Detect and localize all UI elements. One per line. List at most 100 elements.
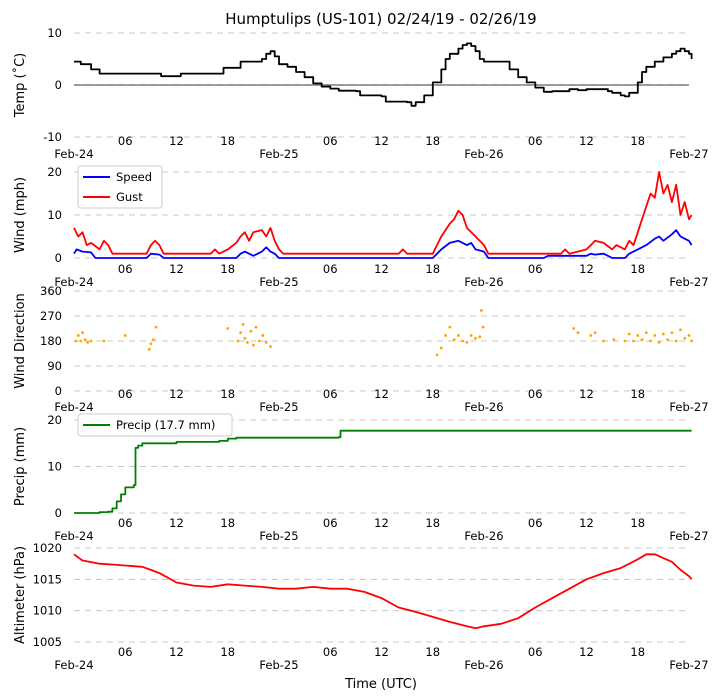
- direction-point: [236, 339, 240, 343]
- direction-point: [154, 325, 158, 329]
- direction-point: [474, 336, 477, 340]
- x-tick-label: 06: [323, 262, 338, 276]
- direction-point: [589, 334, 593, 337]
- direction-point: [649, 339, 652, 343]
- x-tick-label: 12: [579, 645, 594, 659]
- y-tick-label: 1005: [33, 635, 62, 649]
- series-line-altimeter: [73, 553, 693, 630]
- x-tick-label: Feb-27: [669, 529, 708, 543]
- direction-point: [636, 334, 640, 337]
- x-tick-label: Feb-26: [464, 147, 503, 161]
- x-tick-label: Feb-27: [669, 275, 708, 289]
- legend-label: Precip (17.7 mm): [116, 418, 215, 432]
- direction-point: [572, 327, 576, 330]
- x-tick-label: 12: [169, 134, 184, 148]
- direction-point: [576, 331, 580, 335]
- y-tick-label: 0: [55, 506, 62, 520]
- x-tick-label: Feb-24: [54, 658, 93, 672]
- x-tick-label: Feb-24: [54, 400, 93, 414]
- direction-point: [239, 331, 242, 335]
- x-tick-label: 18: [630, 516, 645, 530]
- y-tick-label: 90: [47, 359, 62, 373]
- direction-point: [245, 340, 249, 344]
- direction-point: [661, 332, 665, 336]
- x-tick-label: Feb-25: [259, 147, 298, 161]
- x-tick-label: 12: [374, 262, 389, 276]
- chart-panels: -10 0 10 Feb-24 06 12 18 Feb-25 06 12 18 Feb-26 06 12…: [12, 26, 709, 672]
- x-tick-label: 12: [374, 134, 389, 148]
- x-tick-label: 18: [425, 516, 440, 530]
- direction-point: [439, 346, 443, 350]
- x-tick-label: 18: [425, 262, 440, 276]
- direction-point: [456, 334, 460, 337]
- x-tick-label: 06: [528, 262, 543, 276]
- x-tick-label: Feb-26: [464, 400, 503, 414]
- direction-point: [602, 339, 605, 343]
- y-tick-label: 20: [47, 165, 62, 179]
- x-tick-label: 18: [630, 134, 645, 148]
- y-axis-label: Temp (˚C): [12, 53, 28, 119]
- x-tick-label: 12: [579, 516, 594, 530]
- x-tick-label: Feb-26: [464, 658, 503, 672]
- direction-point: [657, 340, 661, 344]
- direction-point: [79, 339, 83, 343]
- direction-point: [74, 339, 78, 343]
- x-tick-label: Feb-25: [259, 658, 298, 672]
- y-tick-label: 0: [55, 251, 62, 265]
- direction-point: [81, 331, 84, 335]
- direction-point: [243, 336, 247, 340]
- chart-title: Humptulips (US-101) 02/24/19 - 02/26/19: [225, 10, 536, 28]
- direction-point: [102, 339, 106, 343]
- series-line-precip: [74, 429, 692, 514]
- panel-precip: 0 10 20 Feb-24 06 12 18 Feb-25 06 12 18 Feb-26 06 12 1…: [13, 413, 709, 543]
- x-tick-label: 12: [169, 645, 184, 659]
- direction-point: [269, 345, 272, 348]
- x-tick-label: 12: [579, 134, 594, 148]
- y-tick-label: 10: [47, 460, 62, 474]
- direction-point: [593, 331, 597, 335]
- direction-point: [86, 340, 90, 344]
- y-tick-label: 1010: [33, 604, 62, 618]
- x-tick-label: 06: [323, 516, 338, 530]
- direction-point: [469, 334, 473, 337]
- x-tick-label: 06: [323, 645, 338, 659]
- direction-point: [612, 338, 616, 342]
- x-tick-label: 12: [374, 645, 389, 659]
- y-tick-label: 10: [47, 208, 62, 222]
- x-tick-label: 12: [169, 516, 184, 530]
- series-line-gust: [73, 171, 693, 255]
- direction-point: [461, 339, 465, 343]
- y-tick-label: 270: [40, 309, 62, 323]
- direction-point: [666, 338, 670, 342]
- x-tick-label: Feb-26: [464, 529, 503, 543]
- direction-point: [251, 343, 255, 347]
- x-tick-label: Feb-25: [259, 400, 298, 414]
- direction-point: [640, 338, 644, 342]
- series-line-temp: [74, 42, 693, 107]
- x-tick-label: 06: [118, 645, 133, 659]
- direction-point: [627, 332, 631, 336]
- x-tick-label: 12: [579, 262, 594, 276]
- x-tick-label: 12: [374, 516, 389, 530]
- direction-point: [632, 339, 635, 343]
- y-tick-label: 20: [47, 413, 62, 427]
- direction-point: [249, 329, 253, 333]
- direction-point: [226, 327, 230, 330]
- legend-label: Speed: [116, 170, 152, 184]
- x-tick-label: 18: [220, 387, 235, 401]
- x-tick-label: 18: [220, 645, 235, 659]
- direction-point: [480, 309, 483, 312]
- panel-wind: 0 10 20 Feb-24 06 12 18 Feb-25 06 12 18 Feb-26 06 12 1…: [13, 165, 709, 289]
- x-tick-label: 18: [425, 387, 440, 401]
- direction-point: [448, 325, 452, 329]
- x-tick-label: 06: [118, 134, 133, 148]
- direction-point: [149, 342, 153, 346]
- panel-temp: -10 0 10 Feb-24 06 12 18 Feb-25 06 12 18 Feb-26 06 12…: [12, 26, 709, 161]
- x-tick-label: Feb-27: [669, 400, 708, 414]
- direction-point: [147, 347, 151, 351]
- panel-wdir: 0 90 180 270 360 Feb-24 06 12 18 Feb-25 06 12 18 Feb-…: [13, 284, 709, 414]
- x-tick-label: 06: [528, 387, 543, 401]
- y-axis-label: Precip (mm): [13, 427, 28, 506]
- x-tick-label: 06: [528, 516, 543, 530]
- y-axis-label: Wind (mph): [13, 177, 28, 253]
